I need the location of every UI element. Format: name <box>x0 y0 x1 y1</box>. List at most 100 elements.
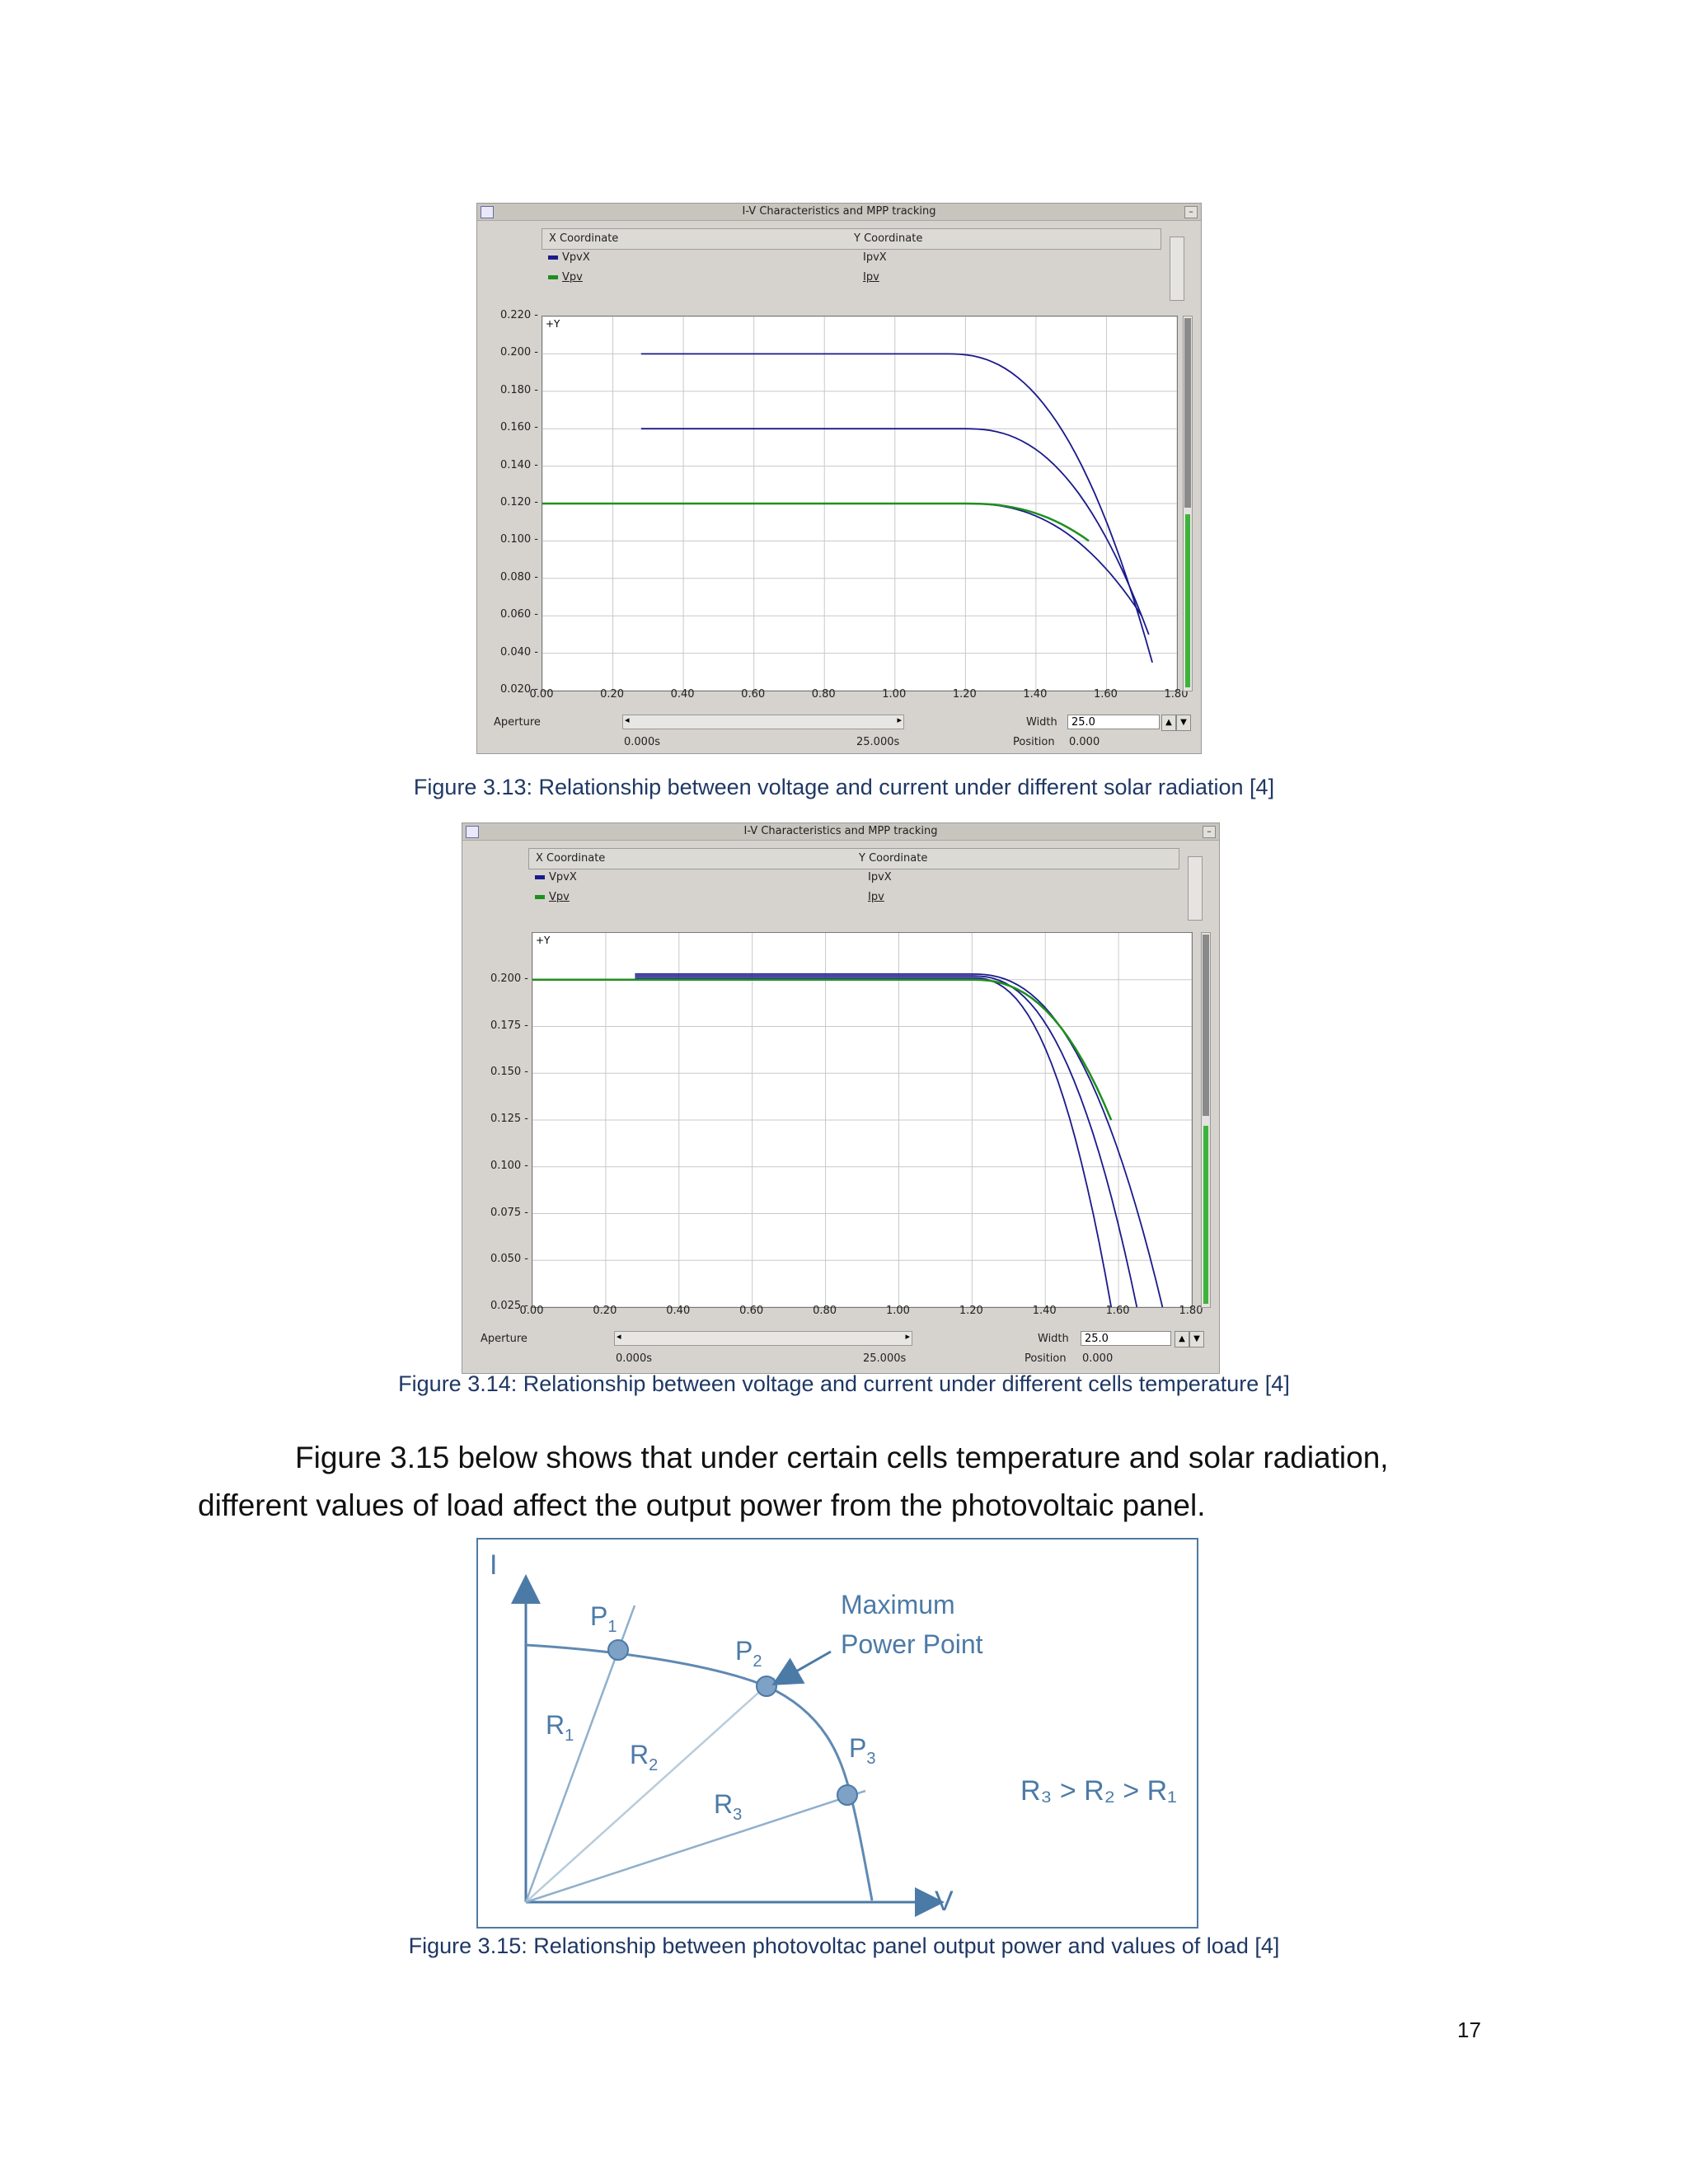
x-tick-label: 1.00 <box>882 688 907 701</box>
legend-row-vpvx[interactable]: VpvX <box>535 871 577 883</box>
scroll-thumb[interactable] <box>1203 935 1209 1116</box>
width-label: Width <box>1026 716 1057 729</box>
mpp-label-line1: Maximum <box>841 1590 955 1619</box>
y-tick-label: 0.020 - <box>499 683 538 696</box>
point-p2 <box>756 1675 777 1697</box>
y-tick-label: 0.080 - <box>499 570 538 583</box>
scope-window-fig14: I-V Characteristics and MPP tracking – X… <box>462 823 1220 1374</box>
minimize-icon[interactable]: – <box>1184 206 1198 218</box>
width-input[interactable]: 25.0 <box>1081 1331 1171 1346</box>
iv-chart-fig14 <box>532 933 1192 1307</box>
spin-up-icon[interactable]: ▲ <box>1175 1331 1189 1347</box>
label-r1: R1 <box>546 1710 574 1745</box>
y-tick-label: 0.180 - <box>499 383 538 396</box>
window-menu-icon[interactable] <box>466 826 479 838</box>
aperture-label: Aperture <box>494 716 541 729</box>
spin-down-icon[interactable]: ▼ <box>1189 1331 1204 1347</box>
point-p3 <box>837 1784 858 1806</box>
time-end: 25.000s <box>856 736 900 748</box>
axis-v-label: V <box>935 1886 954 1917</box>
mpp-label-line2: Power Point <box>841 1629 983 1659</box>
scroll-left-icon[interactable]: ◂ <box>617 1331 621 1342</box>
scroll-right-icon[interactable]: ▸ <box>897 715 902 725</box>
x-tick-label: 0.00 <box>529 688 554 701</box>
label-r3: R3 <box>714 1789 742 1824</box>
scroll-thumb[interactable] <box>1184 318 1191 508</box>
legend-row-ipvx: IpvX <box>863 251 887 264</box>
y-tick-label: 0.150 - <box>490 1066 528 1079</box>
label-p3: P3 <box>849 1733 875 1768</box>
inequality-label: R₃ > R₂ > R₁ <box>1020 1775 1177 1807</box>
aperture-scrollbar[interactable]: ◂ ▸ <box>614 1331 912 1346</box>
iv-curve <box>525 1643 874 1901</box>
aperture-label: Aperture <box>481 1333 528 1345</box>
x-tick-label: 0.40 <box>670 688 695 701</box>
axis-i-label: I <box>490 1549 497 1581</box>
y-tick-label: 0.075 - <box>490 1206 528 1219</box>
legend-row-vpvx[interactable]: VpvX <box>548 251 590 264</box>
y-tick-label: 0.120 - <box>499 496 538 509</box>
y-tick-label: 0.220 - <box>499 309 538 321</box>
x-tick-label: 0.60 <box>739 1305 764 1317</box>
green-level-bar <box>1185 514 1190 687</box>
load-line-r3 <box>525 1789 866 1904</box>
legend-scrollbar[interactable] <box>1170 237 1184 301</box>
series-vpvx-curve-3 <box>635 977 1113 1307</box>
time-end: 25.000s <box>863 1352 907 1365</box>
window-title: I-V Characteristics and MPP tracking <box>742 205 936 218</box>
y-tick-label: 0.025 - <box>490 1300 528 1312</box>
series-vpvx-curve-1 <box>635 973 1164 1307</box>
position-value: 0.000 <box>1069 736 1100 748</box>
position-label: Position <box>1025 1352 1067 1365</box>
width-input[interactable]: 25.0 <box>1067 715 1160 729</box>
body-paragraph-line-1: Figure 3.15 below shows that under certa… <box>295 1441 1389 1474</box>
x-tick-label: 1.00 <box>885 1305 910 1317</box>
x-tick-label: 1.60 <box>1105 1305 1130 1317</box>
x-tick-label: 1.20 <box>952 688 977 701</box>
x-tick-label: 1.80 <box>1164 688 1189 701</box>
width-label: Width <box>1038 1333 1069 1345</box>
x-tick-label: 1.20 <box>959 1305 983 1317</box>
legend-scrollbar[interactable] <box>1188 856 1203 921</box>
x-tick-label: 0.20 <box>600 688 625 701</box>
label-p1: P1 <box>590 1601 617 1636</box>
vertical-scroll-bar[interactable] <box>1183 316 1193 691</box>
legend-row-ipvx: IpvX <box>868 871 892 883</box>
blue-swatch-icon <box>548 255 558 260</box>
window-titlebar: I-V Characteristics and MPP tracking – <box>462 823 1219 841</box>
x-tick-label: 0.20 <box>593 1305 617 1317</box>
scroll-right-icon[interactable]: ▸ <box>905 1331 910 1342</box>
series-vpv-curve-1 <box>532 978 1113 1121</box>
body-paragraph-line-2: different values of load affect the outp… <box>198 1488 1206 1522</box>
load-line-r2 <box>525 1677 776 1903</box>
x-tick-label: 1.80 <box>1179 1305 1203 1317</box>
y-axis-label: +Y <box>546 318 560 330</box>
legend-header: X Coordinate Y Coordinate <box>528 848 1179 869</box>
series-vpvx-curve-3 <box>640 503 1142 616</box>
legend-header: X Coordinate Y Coordinate <box>542 228 1161 250</box>
mpp-diagram-svg: I V P1 P2 P3 R1 R2 R3 Maximum Power Poin… <box>490 1549 1177 1917</box>
vertical-scroll-bar[interactable] <box>1201 932 1211 1308</box>
aperture-scrollbar[interactable]: ◂ ▸ <box>622 715 904 729</box>
y-tick-label: 0.140 - <box>499 458 538 471</box>
y-coordinate-header: Y Coordinate <box>859 852 928 865</box>
figure-caption-3-13: Figure 3.13: Relationship between voltag… <box>413 775 1275 799</box>
x-tick-label: 0.60 <box>741 688 766 701</box>
series-vpvx-curve-2 <box>640 428 1150 635</box>
window-menu-icon[interactable] <box>481 206 494 218</box>
legend-row-ipv: Ipv <box>863 271 879 284</box>
legend-row-vpv[interactable]: Vpv <box>548 271 583 284</box>
minimize-icon[interactable]: – <box>1203 826 1216 838</box>
legend-row-ipv: Ipv <box>868 891 884 903</box>
time-start: 0.000s <box>616 1352 652 1365</box>
legend-panel: X Coordinate Y Coordinate VpvX IpvX Vpv … <box>542 228 1184 304</box>
spin-up-icon[interactable]: ▲ <box>1161 715 1176 731</box>
legend-row-vpv[interactable]: Vpv <box>535 891 570 903</box>
x-tick-label: 0.00 <box>519 1305 544 1317</box>
x-tick-label: 1.40 <box>1023 688 1048 701</box>
blue-swatch-icon <box>535 875 545 879</box>
spin-down-icon[interactable]: ▼ <box>1176 715 1191 731</box>
y-tick-label: 0.200 - <box>490 972 528 985</box>
scope-window-fig13: I-V Characteristics and MPP tracking – X… <box>476 203 1202 754</box>
scroll-left-icon[interactable]: ◂ <box>625 715 630 725</box>
